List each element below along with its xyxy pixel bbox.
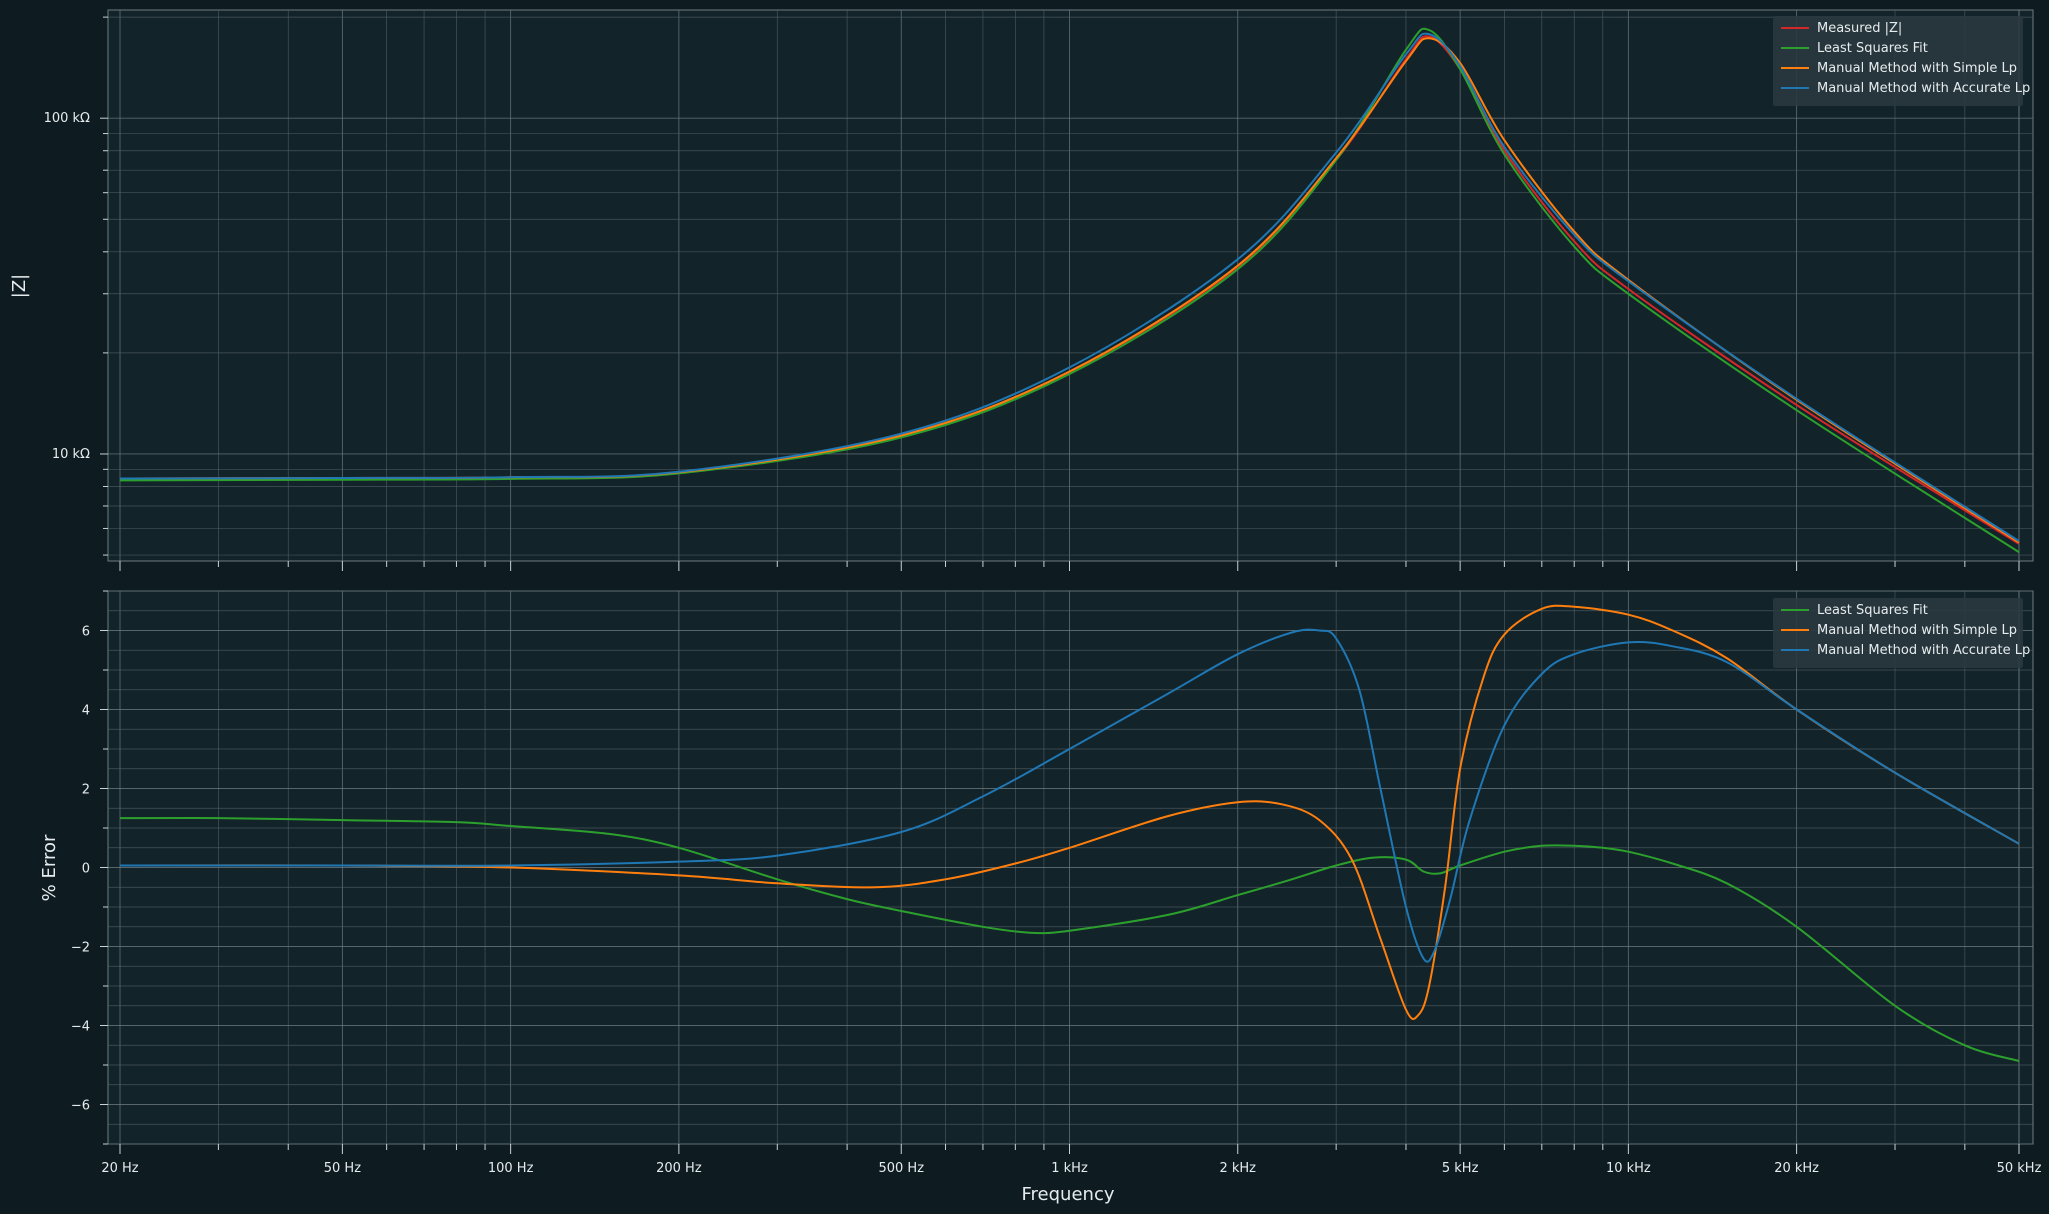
- legend-label-manual-method-with-simple-lp: Manual Method with Simple Lp: [1817, 61, 2017, 76]
- x-tick-label: 500 Hz: [878, 1161, 924, 1176]
- y-tick-label: 0: [82, 862, 90, 877]
- legend-frame: [1773, 598, 2023, 668]
- legend-label-least-squares-fit: Least Squares Fit: [1817, 603, 1928, 618]
- y-tick-label: 10 kΩ: [52, 447, 90, 462]
- y-tick-label: 100 kΩ: [44, 111, 90, 126]
- y-tick-label: 4: [82, 704, 90, 719]
- x-tick-label: 2 kHz: [1219, 1161, 1256, 1176]
- top-chart: 10 kΩ 100 kΩ |Z| Measured |Z| Least Square…: [9, 9, 2034, 571]
- top-x-ticks: [119, 561, 2020, 571]
- x-tick-label: 20 Hz: [101, 1161, 138, 1176]
- y-tick-label: 2: [82, 783, 90, 798]
- y-tick-label: 6: [82, 625, 90, 640]
- x-tick-label: 100 Hz: [488, 1161, 534, 1176]
- top-legend: Measured |Z| Least Squares Fit Manual Meth…: [1773, 16, 2030, 106]
- legend-label-measured-z: Measured |Z|: [1817, 21, 1902, 36]
- top-grid: [108, 10, 2033, 561]
- y-tick-label: −2: [71, 941, 90, 956]
- top-series: [119, 27, 2020, 554]
- y-tick-label: −6: [71, 1099, 90, 1114]
- bottom-series: [119, 604, 2020, 1062]
- legend-frame: [1773, 16, 2023, 106]
- y-tick-label: −4: [71, 1020, 90, 1035]
- legend-label-manual-method-with-simple-lp: Manual Method with Simple Lp: [1817, 623, 2017, 638]
- bottom-legend: Least Squares Fit Manual Method with Simp…: [1773, 598, 2030, 668]
- x-tick-label: 200 Hz: [656, 1161, 702, 1176]
- x-tick-label: 5 kHz: [1442, 1161, 1479, 1176]
- x-tick-label: 1 kHz: [1051, 1161, 1088, 1176]
- top-y-ticks: 10 kΩ 100 kΩ: [44, 16, 108, 556]
- x-axis-label: Frequency: [1022, 1184, 1115, 1205]
- series-line-manual-method-with-simple-lp: [119, 604, 2020, 1020]
- legend-label-manual-method-with-accurate-lp: Manual Method with Accurate Lp: [1817, 643, 2030, 658]
- x-tick-label: 10 kHz: [1606, 1161, 1651, 1176]
- x-tick-label: 50 Hz: [324, 1161, 361, 1176]
- legend-label-least-squares-fit: Least Squares Fit: [1817, 41, 1928, 56]
- bottom-chart: 20 Hz 50 Hz 100 Hz 200 Hz 500 Hz 1 kHz 2 kHz 5 …: [39, 590, 2042, 1205]
- bottom-grid: [108, 590, 2033, 1145]
- top-y-axis-label: |Z|: [9, 274, 30, 298]
- bottom-y-ticks: −6 −4 −2 0 2 4 6: [71, 590, 108, 1145]
- bottom-x-ticks: 20 Hz 50 Hz 100 Hz 200 Hz 500 Hz 1 kHz 2 kHz 5 …: [101, 1144, 2042, 1176]
- series-line-least-squares-fit: [119, 816, 2020, 1062]
- x-tick-label: 20 kHz: [1774, 1161, 1819, 1176]
- x-tick-label: 50 kHz: [1997, 1161, 2042, 1176]
- bottom-y-axis-label: % Error: [39, 834, 60, 901]
- legend-label-manual-method-with-accurate-lp: Manual Method with Accurate Lp: [1817, 81, 2030, 96]
- series-line-least-squares-fit: [119, 27, 2020, 554]
- series-line-manual-method-with-accurate-lp: [119, 628, 2020, 963]
- series-line-manual-method-with-accurate-lp: [119, 32, 2020, 542]
